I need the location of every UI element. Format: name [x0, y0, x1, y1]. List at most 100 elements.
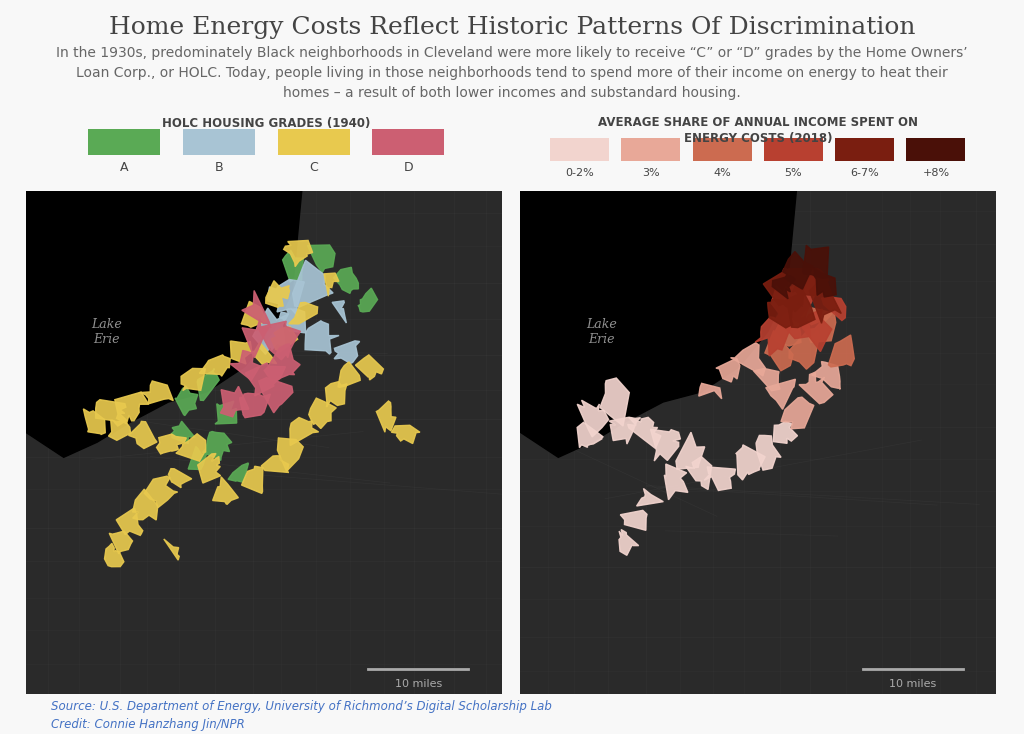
Polygon shape	[773, 312, 801, 346]
Polygon shape	[788, 274, 818, 310]
Polygon shape	[203, 432, 231, 460]
Polygon shape	[220, 386, 249, 417]
Text: In the 1930s, predominately Black neighborhoods in Cleveland were more likely to: In the 1930s, predominately Black neighb…	[56, 46, 968, 100]
Text: 4%: 4%	[714, 167, 731, 178]
Text: 10 miles: 10 miles	[395, 678, 442, 688]
Text: Source: U.S. Department of Energy, University of Richmond’s Digital Scholarship : Source: U.S. Department of Energy, Unive…	[51, 700, 552, 713]
Polygon shape	[812, 362, 840, 389]
Polygon shape	[391, 425, 420, 443]
Polygon shape	[259, 378, 293, 413]
Polygon shape	[377, 401, 396, 432]
Text: 10 miles: 10 miles	[890, 678, 937, 688]
Polygon shape	[129, 421, 157, 448]
Polygon shape	[637, 489, 664, 506]
Polygon shape	[284, 241, 312, 266]
Polygon shape	[133, 489, 158, 520]
Polygon shape	[266, 280, 290, 308]
Polygon shape	[198, 368, 219, 401]
Polygon shape	[228, 463, 249, 482]
Polygon shape	[756, 435, 781, 470]
Polygon shape	[188, 446, 207, 470]
Polygon shape	[357, 288, 378, 312]
Polygon shape	[83, 409, 105, 435]
Polygon shape	[665, 464, 688, 500]
Polygon shape	[756, 314, 792, 356]
Polygon shape	[773, 421, 798, 443]
Polygon shape	[109, 420, 130, 440]
Polygon shape	[621, 510, 647, 531]
FancyBboxPatch shape	[692, 139, 752, 161]
Polygon shape	[242, 466, 263, 493]
Polygon shape	[305, 321, 339, 354]
Text: 0-2%: 0-2%	[565, 167, 594, 178]
Polygon shape	[705, 467, 735, 490]
Text: +8%: +8%	[923, 167, 949, 178]
Polygon shape	[95, 400, 127, 426]
Polygon shape	[267, 280, 304, 316]
Polygon shape	[176, 434, 206, 461]
Polygon shape	[168, 468, 191, 488]
Polygon shape	[115, 392, 148, 424]
Text: D: D	[403, 161, 413, 174]
FancyBboxPatch shape	[278, 128, 349, 155]
Text: C: C	[309, 161, 317, 174]
Polygon shape	[766, 379, 796, 410]
Polygon shape	[786, 291, 815, 327]
Polygon shape	[164, 539, 179, 560]
Polygon shape	[781, 397, 814, 429]
Polygon shape	[241, 302, 266, 327]
Polygon shape	[754, 368, 780, 390]
FancyBboxPatch shape	[550, 139, 609, 161]
Polygon shape	[763, 268, 805, 312]
Text: 6-7%: 6-7%	[850, 167, 879, 178]
Text: Lake
Erie: Lake Erie	[91, 318, 122, 346]
Polygon shape	[26, 191, 302, 457]
FancyBboxPatch shape	[906, 139, 966, 161]
Polygon shape	[799, 372, 833, 404]
Polygon shape	[240, 393, 270, 418]
FancyBboxPatch shape	[183, 128, 255, 155]
Polygon shape	[776, 305, 810, 338]
Polygon shape	[258, 321, 301, 360]
FancyBboxPatch shape	[372, 128, 444, 155]
Polygon shape	[609, 418, 641, 444]
Polygon shape	[213, 477, 239, 504]
Polygon shape	[803, 245, 828, 278]
Polygon shape	[578, 400, 608, 437]
Polygon shape	[271, 327, 298, 353]
Polygon shape	[245, 363, 286, 396]
Polygon shape	[520, 191, 797, 457]
Polygon shape	[324, 273, 339, 297]
Polygon shape	[803, 309, 831, 352]
Polygon shape	[144, 476, 177, 508]
Polygon shape	[334, 341, 359, 363]
FancyBboxPatch shape	[764, 139, 823, 161]
Polygon shape	[332, 301, 346, 323]
Polygon shape	[814, 269, 837, 297]
Polygon shape	[181, 368, 206, 390]
Polygon shape	[290, 418, 318, 446]
Text: A: A	[120, 161, 129, 174]
Polygon shape	[104, 543, 124, 567]
Polygon shape	[230, 351, 260, 380]
Polygon shape	[116, 509, 142, 535]
FancyBboxPatch shape	[836, 139, 894, 161]
Text: B: B	[215, 161, 223, 174]
Text: 3%: 3%	[642, 167, 659, 178]
Polygon shape	[157, 434, 186, 454]
Polygon shape	[280, 309, 305, 333]
Polygon shape	[676, 432, 705, 469]
Polygon shape	[278, 437, 303, 471]
Polygon shape	[326, 382, 347, 407]
Polygon shape	[686, 457, 712, 490]
Polygon shape	[355, 355, 383, 380]
Polygon shape	[790, 330, 819, 369]
FancyBboxPatch shape	[88, 128, 161, 155]
Polygon shape	[650, 429, 680, 461]
Polygon shape	[821, 297, 846, 321]
Polygon shape	[309, 398, 336, 429]
Polygon shape	[110, 531, 132, 553]
Polygon shape	[772, 276, 795, 299]
Text: AVERAGE SHARE OF ANNUAL INCOME SPENT ON
ENERGY COSTS (2018): AVERAGE SHARE OF ANNUAL INCOME SPENT ON …	[598, 116, 918, 145]
Polygon shape	[293, 261, 333, 307]
